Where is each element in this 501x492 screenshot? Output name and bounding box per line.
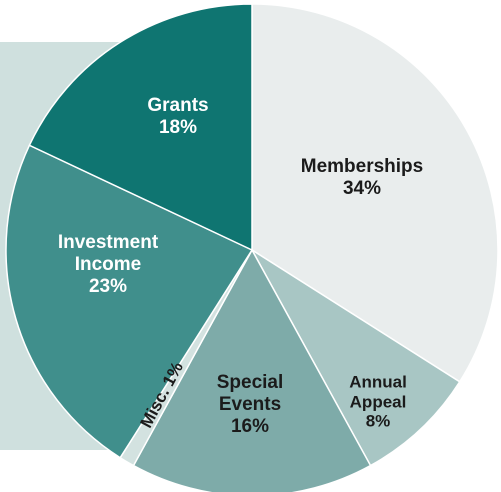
category-label: Memberships: [300, 156, 424, 178]
slice-label: Memberships 34%: [262, 156, 462, 200]
value-label: 8%: [365, 411, 391, 431]
pie-slice: [28, 3, 253, 252]
pie-slice: [251, 249, 461, 467]
category-label: Grants: [147, 95, 209, 117]
slice-label: Grants 18%: [118, 95, 238, 139]
category-label: Annual Appeal: [349, 372, 407, 412]
pie-slice: [5, 144, 254, 459]
value-label: 16%: [230, 415, 270, 437]
pie-slice: [132, 248, 372, 492]
category-label: Special Events: [216, 372, 284, 416]
pie-slice: [251, 3, 499, 383]
value-label: 34%: [342, 178, 382, 199]
slice-label: Annual Appeal 8%: [333, 373, 423, 432]
value-label: 18%: [158, 117, 198, 138]
category-label: Investment Income: [57, 232, 159, 276]
slice-label: Special Events 16%: [195, 372, 305, 438]
slice-label: Investment Income 23%: [33, 232, 183, 298]
value-label: 23%: [88, 275, 128, 297]
